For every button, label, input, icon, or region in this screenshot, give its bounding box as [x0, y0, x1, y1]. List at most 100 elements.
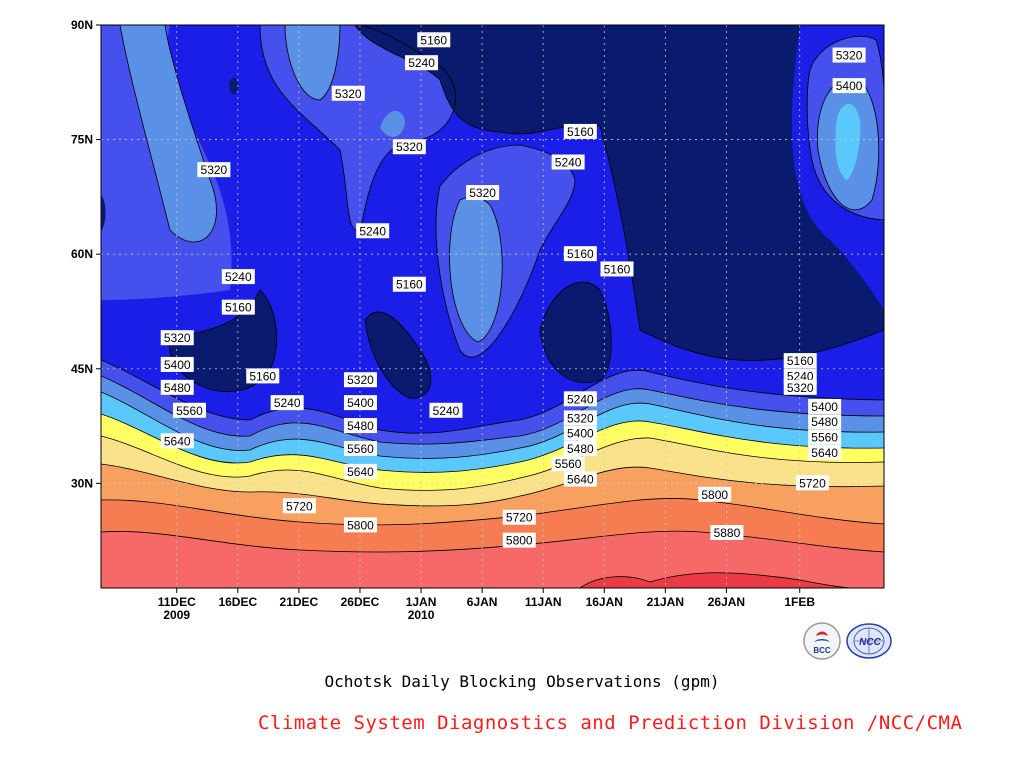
contour-label: 5480: [808, 414, 842, 430]
svg-text:5400: 5400: [836, 79, 863, 93]
svg-text:5160: 5160: [567, 247, 594, 261]
y-tick-label: 30N: [71, 476, 93, 490]
contour-label: 5160: [563, 123, 597, 139]
contour-labels: 5160 5240 5320 5320 5320 5160 5240 5320 5240 5160…: [160, 32, 866, 548]
contour-label: 5800: [343, 517, 377, 533]
low-5160-mid: [365, 311, 431, 399]
contour-label: 5240: [405, 55, 439, 71]
svg-text:5160: 5160: [225, 301, 252, 315]
low-5160-w: [169, 290, 277, 392]
contour-label: 5320: [343, 372, 377, 388]
y-axis: 90N 75N 60N 45N 30N: [71, 18, 101, 490]
svg-text:5320: 5320: [201, 163, 228, 177]
credit-line: Climate System Diagnostics and Predictio…: [258, 712, 963, 734]
high-5480-ne: [835, 103, 861, 180]
svg-text:5400: 5400: [164, 358, 191, 372]
contour-label: 5320: [783, 379, 817, 395]
svg-text:5880: 5880: [714, 526, 741, 540]
svg-text:5320: 5320: [469, 186, 496, 200]
svg-text:5320: 5320: [836, 49, 863, 63]
svg-text:5640: 5640: [347, 465, 374, 479]
svg-text:5320: 5320: [335, 87, 362, 101]
contour-label: 5880: [710, 524, 744, 540]
bcc-logo-text: BCC: [813, 646, 831, 655]
contour-label: 5720: [282, 498, 316, 514]
chart-subtitle: Ochotsk Daily Blocking Observations (gpm…: [324, 672, 720, 691]
svg-text:5720: 5720: [286, 499, 313, 513]
svg-text:5480: 5480: [347, 419, 374, 433]
contour-label: 5240: [356, 223, 390, 239]
contour-label: 5640: [563, 471, 597, 487]
svg-text:5240: 5240: [567, 392, 594, 406]
band-5880: [580, 572, 850, 588]
contour-label: 5640: [160, 433, 194, 449]
contour-label: 5560: [172, 402, 206, 418]
contour-label: 5400: [808, 398, 842, 414]
svg-text:5240: 5240: [274, 396, 301, 410]
x-tick-label: 26JAN: [708, 595, 745, 609]
contour-label: 5160: [600, 261, 634, 277]
svg-text:5240: 5240: [408, 56, 435, 70]
svg-text:5240: 5240: [359, 224, 386, 238]
y-tick-label: 45N: [71, 362, 93, 376]
svg-text:5320: 5320: [787, 381, 814, 395]
svg-text:5800: 5800: [506, 534, 533, 548]
svg-text:5320: 5320: [567, 411, 594, 425]
contour-label: 5160: [221, 299, 255, 315]
contour-label: 5400: [160, 356, 194, 372]
svg-text:5400: 5400: [567, 427, 594, 441]
contour-label: 5160: [783, 353, 817, 369]
contour-label: 5160: [246, 368, 280, 384]
x-tick-label: 26DEC: [341, 595, 380, 609]
x-tick-label: 1JAN: [406, 595, 437, 609]
x-tick-year: 2009: [163, 608, 190, 622]
svg-text:5640: 5640: [567, 473, 594, 487]
y-tick-label: 60N: [71, 247, 93, 261]
low-5160-ne: [355, 25, 884, 361]
contour-label: 5240: [551, 154, 585, 170]
x-tick-label: 11DEC: [158, 595, 196, 609]
contour-label: 5320: [197, 162, 231, 178]
x-tick-label: 6JAN: [467, 595, 498, 609]
y-tick-label: 75N: [71, 133, 93, 147]
contour-label: 5800: [698, 486, 732, 502]
svg-text:5560: 5560: [176, 404, 203, 418]
contour-label: 5800: [502, 532, 536, 548]
svg-text:5400: 5400: [347, 396, 374, 410]
svg-text:5160: 5160: [249, 369, 276, 383]
contour-label: 5320: [331, 85, 365, 101]
svg-text:5400: 5400: [811, 400, 838, 414]
svg-text:5560: 5560: [347, 442, 374, 456]
contour-label: 5400: [832, 78, 866, 94]
contour-label: 5640: [808, 444, 842, 460]
low-5160-c: [540, 282, 612, 383]
svg-text:5160: 5160: [420, 33, 447, 47]
contour-label: 5720: [795, 475, 829, 491]
svg-text:5160: 5160: [604, 262, 631, 276]
x-tick-label: 16DEC: [218, 595, 257, 609]
svg-text:5240: 5240: [225, 270, 252, 284]
svg-text:5240: 5240: [555, 156, 582, 170]
contour-label: 5160: [563, 246, 597, 261]
patch-5320-center: [449, 196, 503, 342]
svg-text:5800: 5800: [347, 518, 374, 532]
contour-label: 5400: [563, 425, 597, 441]
contour-label: 5400: [343, 395, 377, 411]
svg-text:5640: 5640: [811, 446, 838, 460]
y-tick-label: 90N: [71, 18, 93, 32]
contour-label: 5640: [343, 463, 377, 479]
contour-label: 5320: [392, 139, 426, 155]
x-tick-label: 21JAN: [647, 595, 684, 609]
x-tick-label: 1FEB: [784, 595, 815, 609]
svg-text:5320: 5320: [347, 373, 374, 387]
svg-text:5560: 5560: [811, 431, 838, 445]
contour-label: 5320: [466, 185, 500, 201]
x-tick-label: 11JAN: [525, 595, 562, 609]
x-tick-year: 2010: [408, 608, 435, 622]
contour-label: 5560: [343, 440, 377, 456]
svg-text:5560: 5560: [555, 457, 582, 471]
svg-text:5800: 5800: [701, 488, 728, 502]
svg-text:5480: 5480: [567, 442, 594, 456]
